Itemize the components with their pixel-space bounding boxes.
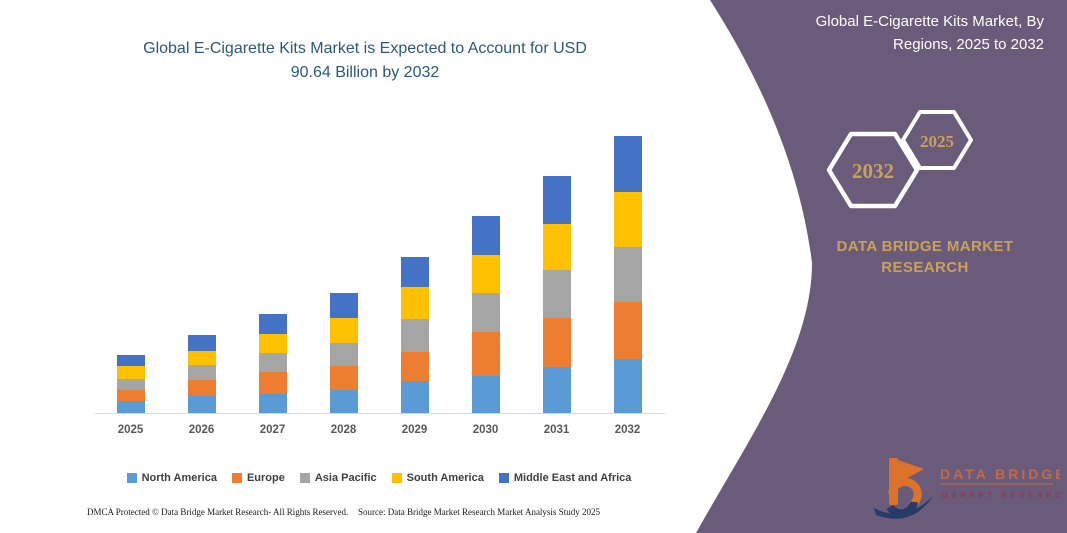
bar-2030 <box>471 215 500 413</box>
bar-segment <box>258 353 287 373</box>
bar-segment <box>116 401 145 413</box>
bar-2031 <box>542 176 571 413</box>
bar-segment <box>400 286 429 320</box>
bar-segment <box>258 313 287 335</box>
x-axis-line <box>95 413 665 414</box>
bar-segment <box>542 176 571 225</box>
hexagon-2025 <box>901 110 973 170</box>
bar-segment <box>187 364 216 380</box>
bar-segment <box>329 293 358 319</box>
bar-segment <box>542 224 571 270</box>
x-axis-label: 2032 <box>614 424 641 436</box>
x-axis-label: 2031 <box>543 424 570 436</box>
bar-segment <box>116 354 145 366</box>
source-footer-text: Source: Data Bridge Market Research Mark… <box>358 507 600 517</box>
bar-segment <box>400 256 429 287</box>
bar-2032 <box>613 135 642 413</box>
chart-legend: North America Europe Asia Pacific South Ame… <box>75 472 683 484</box>
bar-segment <box>187 396 216 413</box>
bar-2027 <box>258 313 287 413</box>
legend-label: South America <box>406 472 484 484</box>
bar-segment <box>400 319 429 352</box>
chart-title: Global E-Cigarette Kits Market is Expect… <box>85 37 645 85</box>
x-axis-label: 2027 <box>259 424 286 436</box>
bar-segment <box>329 365 358 390</box>
legend-swatch <box>498 473 509 483</box>
legend-label: Europe <box>246 472 285 484</box>
hexagon-2032-label: 2032 <box>852 159 894 183</box>
chart-title-line2: 90.64 Billion by 2032 <box>290 64 440 81</box>
legend-item: Middle East and Africa <box>498 472 632 484</box>
x-axis-labels: 2025 2026 2027 2028 2029 2030 2031 2032 <box>95 424 663 440</box>
report-title: Global E-Cigarette Kits Market, By Regio… <box>760 10 1044 56</box>
bar-segment <box>187 379 216 397</box>
bar-segment <box>542 366 571 413</box>
bar-segment <box>258 393 287 413</box>
data-bridge-logo: DATA BRIDGE MARKET RESEARCH <box>874 458 1060 519</box>
bar-segment <box>258 334 287 354</box>
x-axis-label: 2030 <box>472 424 499 436</box>
logo-sub-text: MARKET RESEARCH <box>941 491 1060 500</box>
legend-label: Middle East and Africa <box>513 472 632 484</box>
bar-segment <box>116 365 145 379</box>
brand-line1: DATA BRIDGE MARKET <box>836 238 1014 255</box>
bar-segment <box>400 351 429 381</box>
bar-2028 <box>329 293 358 413</box>
bar-segment <box>329 318 358 344</box>
report-title-line2: Regions, 2025 to 2032 <box>893 36 1044 53</box>
chart-title-line1: Global E-Cigarette Kits Market is Expect… <box>143 40 587 57</box>
bar-segment <box>329 343 358 366</box>
legend-item: North America <box>126 472 217 484</box>
bar-2026 <box>187 335 216 413</box>
dmca-footer-text: DMCA Protected © Data Bridge Market Rese… <box>87 507 349 517</box>
report-title-line1: Global E-Cigarette Kits Market, By <box>815 13 1044 30</box>
legend-item: South America <box>391 472 484 484</box>
bar-segment <box>116 390 145 402</box>
bar-2025 <box>116 354 145 413</box>
x-axis-label: 2029 <box>401 424 428 436</box>
data-bridge-b-icon <box>874 458 933 519</box>
bar-segment <box>471 375 500 413</box>
bar-segment <box>613 358 642 413</box>
legend-swatch <box>126 473 137 483</box>
bar-segment <box>329 389 358 413</box>
bar-segment <box>471 255 500 294</box>
legend-item: Europe <box>231 472 285 484</box>
bar-segment <box>542 269 571 319</box>
legend-item: Asia Pacific <box>299 472 377 484</box>
x-axis-label: 2028 <box>330 424 357 436</box>
legend-label: North America <box>141 472 217 484</box>
year-hexagons: 2032 2025 <box>826 110 973 209</box>
brand-line2: RESEARCH <box>881 259 969 276</box>
legend-swatch <box>299 473 310 483</box>
bar-segment <box>613 135 642 192</box>
x-axis-label: 2025 <box>117 424 144 436</box>
legend-swatch <box>391 473 402 483</box>
bar-segment <box>258 372 287 394</box>
brand-wordmark: DATA BRIDGE MARKET RESEARCH <box>815 236 1035 278</box>
logo-brand-text: DATA BRIDGE <box>940 466 1060 482</box>
hexagon-2032 <box>826 131 920 209</box>
bar-segment <box>542 318 571 367</box>
bar-segment <box>613 247 642 302</box>
bar-segment <box>471 215 500 256</box>
bar-segment <box>613 301 642 359</box>
hexagon-2025-label: 2025 <box>920 132 954 151</box>
bar-segment <box>471 331 500 376</box>
bar-segment <box>471 293 500 332</box>
bar-segment <box>613 191 642 248</box>
bar-segment <box>187 351 216 365</box>
bar-segment <box>116 378 145 391</box>
legend-swatch <box>231 473 242 483</box>
legend-label: Asia Pacific <box>314 472 377 484</box>
bar-segment <box>187 335 216 352</box>
bar-segment <box>400 380 429 413</box>
bar-2029 <box>400 256 429 413</box>
x-axis-label: 2026 <box>188 424 215 436</box>
plot-area <box>95 108 663 413</box>
